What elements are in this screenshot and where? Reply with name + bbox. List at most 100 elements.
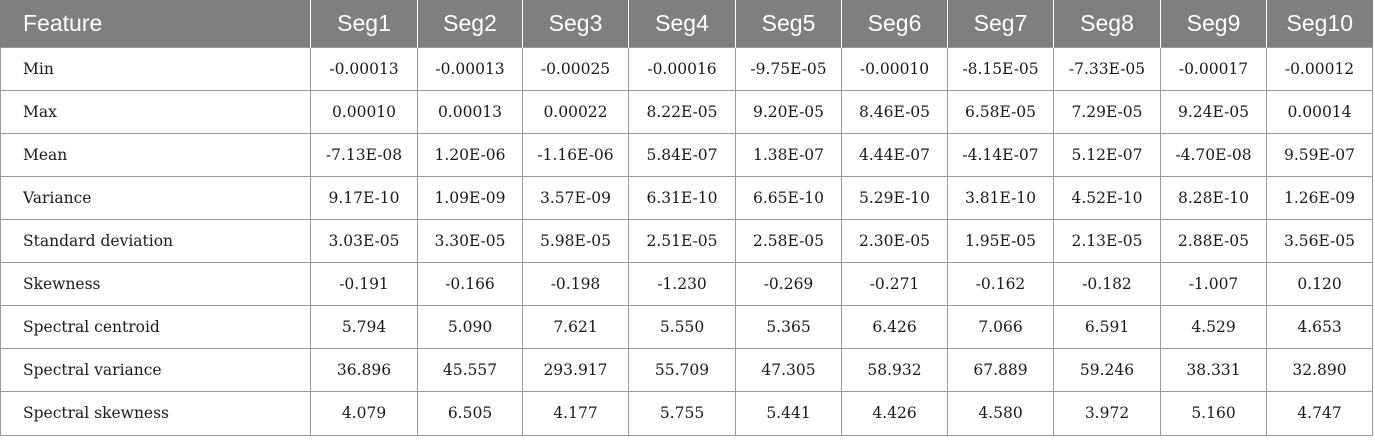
- column-header-seg6: Seg6: [841, 0, 948, 47]
- column-header-seg8: Seg8: [1053, 0, 1161, 47]
- table-cell: 59.246: [1053, 347, 1161, 392]
- table-cell: 3.81E-10: [947, 175, 1054, 220]
- table-row: Mean -7.13E-08 1.20E-06 -1.16E-06 5.84E-07 1.…: [0, 132, 1373, 177]
- table-cell: -0.269: [735, 261, 842, 306]
- table-row: Variance 9.17E-10 1.09E-09 3.57E-09 6.31E-10…: [0, 175, 1373, 220]
- table-cell: -0.00013: [417, 46, 523, 91]
- column-header-seg9: Seg9: [1160, 0, 1267, 47]
- table-cell: 0.00014: [1266, 89, 1373, 134]
- table-cell: -0.191: [310, 261, 418, 306]
- table-cell: 67.889: [947, 347, 1054, 392]
- table-cell: -0.162: [947, 261, 1054, 306]
- table-cell: -0.198: [522, 261, 629, 306]
- table-cell: 7.29E-05: [1053, 89, 1161, 134]
- table-cell: 9.20E-05: [735, 89, 842, 134]
- table-cell: 32.890: [1266, 347, 1373, 392]
- table-cell: 1.20E-06: [417, 132, 523, 177]
- column-header-seg4: Seg4: [628, 0, 736, 47]
- row-label: Spectral centroid: [0, 304, 311, 349]
- table-cell: 5.160: [1160, 390, 1267, 436]
- table-cell: 6.65E-10: [735, 175, 842, 220]
- table-cell: 9.17E-10: [310, 175, 418, 220]
- table-cell: -4.70E-08: [1160, 132, 1267, 177]
- table-cell: 1.09E-09: [417, 175, 523, 220]
- table-cell: 0.120: [1266, 261, 1373, 306]
- column-header-seg2: Seg2: [417, 0, 523, 47]
- table-cell: 5.090: [417, 304, 523, 349]
- table-cell: 6.31E-10: [628, 175, 736, 220]
- table-cell: 58.932: [841, 347, 948, 392]
- table-cell: 2.58E-05: [735, 218, 842, 263]
- column-header-seg1: Seg1: [310, 0, 418, 47]
- table-cell: 45.557: [417, 347, 523, 392]
- table-cell: -4.14E-07: [947, 132, 1054, 177]
- table-cell: 2.13E-05: [1053, 218, 1161, 263]
- table-cell: -8.15E-05: [947, 46, 1054, 91]
- table-cell: 3.57E-09: [522, 175, 629, 220]
- table-row: Max 0.00010 0.00013 0.00022 8.22E-05 9.20E-05…: [0, 89, 1373, 134]
- table-cell: 8.28E-10: [1160, 175, 1267, 220]
- table-cell: 5.441: [735, 390, 842, 436]
- table-cell: 6.58E-05: [947, 89, 1054, 134]
- table-cell: 55.709: [628, 347, 736, 392]
- table-cell: 36.896: [310, 347, 418, 392]
- table-row: Spectral skewness 4.079 6.505 4.177 5.755 5.4…: [0, 390, 1373, 436]
- row-label: Spectral skewness: [0, 390, 311, 436]
- table-cell: 9.59E-07: [1266, 132, 1373, 177]
- table-cell: 47.305: [735, 347, 842, 392]
- table-cell: 1.95E-05: [947, 218, 1054, 263]
- table-row: Standard deviation 3.03E-05 3.30E-05 5.98E-…: [0, 218, 1373, 263]
- row-label: Min: [0, 46, 311, 91]
- table-cell: 5.98E-05: [522, 218, 629, 263]
- table-cell: 8.22E-05: [628, 89, 736, 134]
- table-row: Spectral variance 36.896 45.557 293.917 55.7…: [0, 347, 1373, 392]
- table-cell: 7.066: [947, 304, 1054, 349]
- table-cell: 1.38E-07: [735, 132, 842, 177]
- table-cell: 3.30E-05: [417, 218, 523, 263]
- table-cell: 5.84E-07: [628, 132, 736, 177]
- table-cell: 5.12E-07: [1053, 132, 1161, 177]
- column-header-seg7: Seg7: [947, 0, 1054, 47]
- table-cell: 5.365: [735, 304, 842, 349]
- table-cell: 4.529: [1160, 304, 1267, 349]
- table-cell: 293.917: [522, 347, 629, 392]
- table-cell: -0.271: [841, 261, 948, 306]
- table-cell: 2.30E-05: [841, 218, 948, 263]
- table-cell: 5.29E-10: [841, 175, 948, 220]
- table-row: Skewness -0.191 -0.166 -0.198 -1.230 -0.269 -0…: [0, 261, 1373, 306]
- table-row: Min -0.00013 -0.00013 -0.00025 -0.00016 -9.75…: [0, 46, 1373, 91]
- table-cell: -1.007: [1160, 261, 1267, 306]
- row-label: Variance: [0, 175, 311, 220]
- table-row: Spectral centroid 5.794 5.090 7.621 5.550 5.3…: [0, 304, 1373, 349]
- table-cell: 1.26E-09: [1266, 175, 1373, 220]
- header-row: Feature Seg1 Seg2 Seg3 Seg4 Seg5 Seg6 Seg7 Seg8 S…: [0, 0, 1373, 47]
- row-label: Standard deviation: [0, 218, 311, 263]
- column-header-seg3: Seg3: [522, 0, 629, 47]
- table-cell: 4.653: [1266, 304, 1373, 349]
- table-cell: 2.51E-05: [628, 218, 736, 263]
- table-cell: 4.44E-07: [841, 132, 948, 177]
- table-cell: 3.03E-05: [310, 218, 418, 263]
- row-label: Spectral variance: [0, 347, 311, 392]
- table-cell: -0.00010: [841, 46, 948, 91]
- table-cell: 4.52E-10: [1053, 175, 1161, 220]
- table-cell: 4.747: [1266, 390, 1373, 436]
- table-cell: 4.580: [947, 390, 1054, 436]
- table-cell: 2.88E-05: [1160, 218, 1267, 263]
- table-cell: 6.591: [1053, 304, 1161, 349]
- table-cell: 0.00010: [310, 89, 418, 134]
- table-cell: 5.755: [628, 390, 736, 436]
- table-cell: 4.079: [310, 390, 418, 436]
- table-cell: 4.426: [841, 390, 948, 436]
- column-header-seg10: Seg10: [1266, 0, 1373, 47]
- table-cell: 8.46E-05: [841, 89, 948, 134]
- table-cell: 0.00022: [522, 89, 629, 134]
- table-cell: -0.166: [417, 261, 523, 306]
- table-cell: 0.00013: [417, 89, 523, 134]
- column-header-feature: Feature: [0, 0, 311, 47]
- table-cell: 3.56E-05: [1266, 218, 1373, 263]
- table-cell: 6.426: [841, 304, 948, 349]
- table-cell: 6.505: [417, 390, 523, 436]
- table-cell: -7.13E-08: [310, 132, 418, 177]
